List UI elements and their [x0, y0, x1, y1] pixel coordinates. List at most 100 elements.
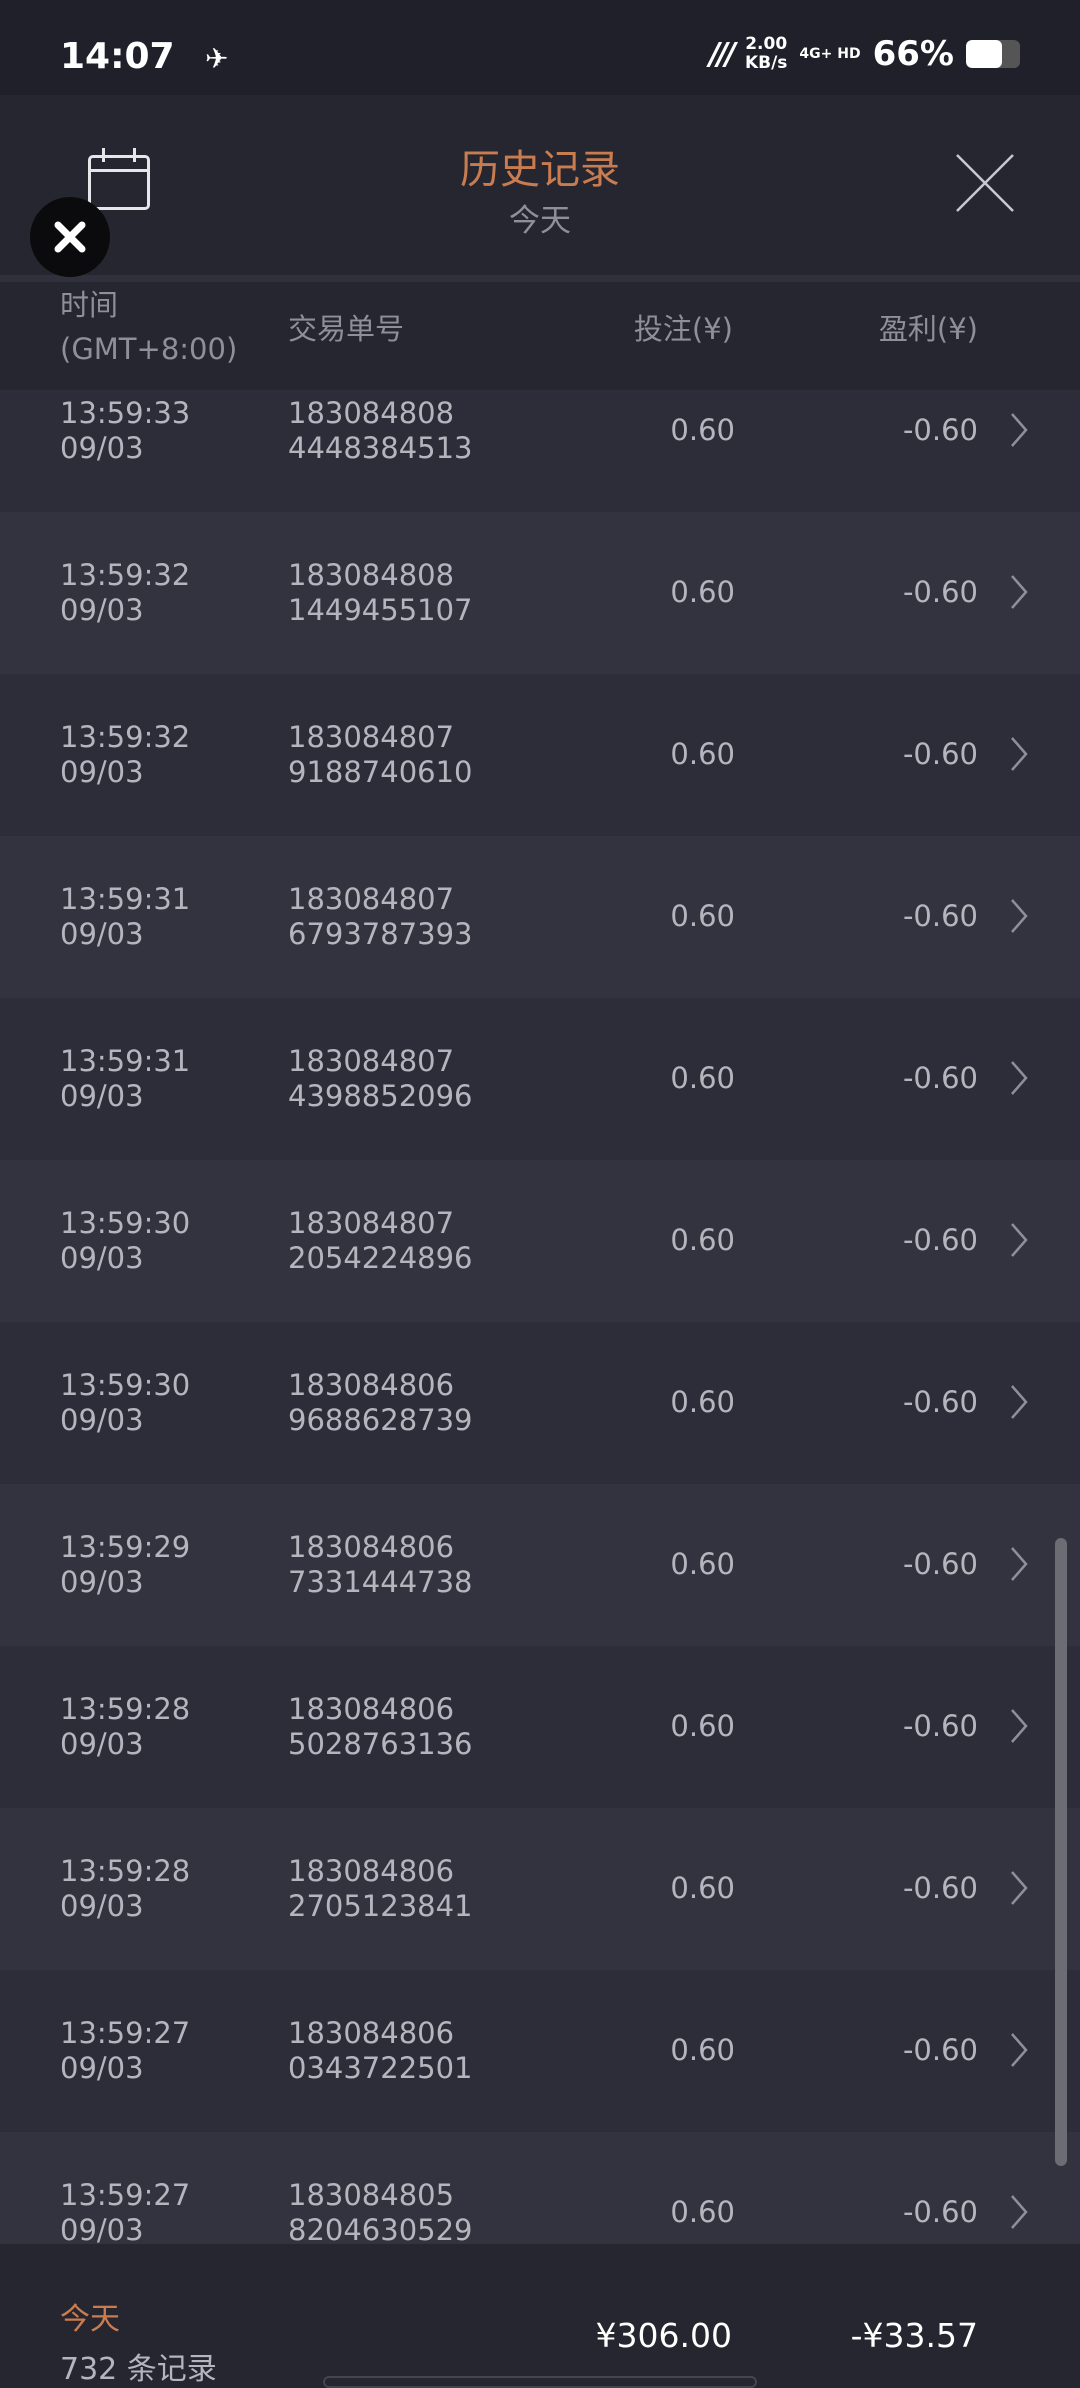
table-row[interactable]: 13:59:32 09/03 183084807 9188740610 0.60 -0.6… [0, 674, 1080, 836]
row-time-value: 13:59:30 [60, 1206, 191, 1240]
row-order-part2: 2705123841 [288, 1889, 473, 1923]
column-header: 时间 (GMT+8:00) 交易单号 投注(¥) 盈利(¥) [0, 282, 1080, 390]
table-row[interactable]: 13:59:27 09/03 183084805 8204630529 0.60 -0.6… [0, 2132, 1080, 2244]
row-bet: 0.60 [670, 1223, 735, 1257]
summary-footer: 今天 732 条记录 ¥306.00 -¥33.57 [0, 2244, 1080, 2388]
row-order-id: 183084808 1449455107 [288, 558, 473, 628]
row-date: 09/03 [60, 1241, 144, 1275]
row-bet: 0.60 [670, 1871, 735, 1905]
scrollbar[interactable] [1055, 1538, 1067, 2166]
chevron-right-icon[interactable] [1008, 2030, 1032, 2070]
net-speed-value: 2.00 [745, 34, 788, 54]
chevron-right-icon[interactable] [1008, 1868, 1032, 1908]
chevron-right-icon[interactable] [1008, 1058, 1032, 1098]
row-order-id: 183084808 4448384513 [288, 396, 473, 466]
row-date: 09/03 [60, 1079, 144, 1113]
page-subtitle[interactable]: 今天 [509, 203, 571, 239]
notification-icon: ✈ [205, 42, 229, 75]
row-time: 13:59:29 09/03 [60, 1530, 190, 1600]
table-row[interactable]: 13:59:28 09/03 183084806 5028763136 0.60 -0.6… [0, 1646, 1080, 1808]
chevron-right-icon[interactable] [1008, 896, 1032, 936]
row-order-part2: 5028763136 [288, 1727, 473, 1761]
calendar-icon[interactable] [88, 148, 150, 210]
row-order-id: 183084805 8204630529 [288, 2178, 473, 2244]
row-time-value: 13:59:27 [60, 2016, 191, 2050]
table-row[interactable]: 13:59:30 09/03 183084807 2054224896 0.60 -0.6… [0, 1160, 1080, 1322]
row-date: 09/03 [60, 1889, 144, 1923]
row-order-id: 183084807 9188740610 [288, 720, 473, 790]
table-row[interactable]: 13:59:31 09/03 183084807 6793787393 0.60 -0.6… [0, 836, 1080, 998]
row-order-part2: 8204630529 [288, 2213, 473, 2244]
row-time-value: 13:59:31 [60, 882, 191, 916]
table-row[interactable]: 13:59:32 09/03 183084808 1449455107 0.60 -0.6… [0, 512, 1080, 674]
table-row[interactable]: 13:59:30 09/03 183084806 9688628739 0.60 -0.6… [0, 1322, 1080, 1484]
row-order-part2: 7331444738 [288, 1565, 473, 1599]
row-order-part1: 183084807 [288, 882, 455, 916]
table-row[interactable]: 13:59:29 09/03 183084806 7331444738 0.60 -0.6… [0, 1484, 1080, 1646]
row-profit: -0.60 [902, 899, 978, 933]
row-date: 09/03 [60, 2213, 144, 2244]
chevron-right-icon[interactable] [1008, 572, 1032, 612]
row-time-value: 13:59:33 [60, 396, 191, 430]
total-bet: ¥306.00 [595, 2316, 732, 2355]
row-order-part2: 4398852096 [288, 1079, 473, 1113]
row-date: 09/03 [60, 755, 144, 789]
chevron-right-icon[interactable] [1008, 1706, 1032, 1746]
row-date: 09/03 [60, 431, 144, 465]
row-time: 13:59:30 09/03 [60, 1206, 190, 1276]
chevron-right-icon[interactable] [1008, 1544, 1032, 1584]
chevron-right-icon[interactable] [1008, 410, 1032, 450]
chevron-right-icon[interactable] [1008, 1382, 1032, 1422]
row-time-value: 13:59:30 [60, 1368, 191, 1402]
close-icon[interactable] [955, 153, 1015, 213]
table-row[interactable]: 13:59:27 09/03 183084806 0343722501 0.60 -0.6… [0, 1970, 1080, 2132]
row-profit: -0.60 [902, 1547, 978, 1581]
row-date: 09/03 [60, 2051, 144, 2085]
total-profit: -¥33.57 [850, 2316, 978, 2355]
battery-icon [966, 40, 1020, 68]
row-time: 13:59:33 09/03 [60, 396, 190, 466]
row-time: 13:59:27 09/03 [60, 2178, 190, 2244]
row-profit: -0.60 [902, 1385, 978, 1419]
row-order-part1: 183084806 [288, 1368, 455, 1402]
row-time: 13:59:32 09/03 [60, 720, 190, 790]
row-bet: 0.60 [670, 1547, 735, 1581]
row-order-part1: 183084807 [288, 1044, 455, 1078]
floating-close-button[interactable] [30, 197, 110, 277]
row-date: 09/03 [60, 1727, 144, 1761]
row-bet: 0.60 [670, 575, 735, 609]
table-row[interactable]: 13:59:31 09/03 183084807 4398852096 0.60 -0.6… [0, 998, 1080, 1160]
signal-icon: 4G+ HD [799, 46, 861, 62]
row-time-value: 13:59:32 [60, 558, 191, 592]
home-indicator[interactable] [323, 2376, 757, 2388]
status-right: /// 2.00 KB/s 4G+ HD 66% [709, 34, 1020, 74]
chevron-right-icon[interactable] [1008, 2192, 1032, 2232]
row-profit: -0.60 [902, 1061, 978, 1095]
row-profit: -0.60 [902, 413, 978, 447]
table-row[interactable]: 13:59:28 09/03 183084806 2705123841 0.60 -0.6… [0, 1808, 1080, 1970]
row-order-part1: 183084805 [288, 2178, 455, 2212]
battery-percent: 66% [872, 34, 954, 74]
row-time: 13:59:28 09/03 [60, 1854, 190, 1924]
row-profit: -0.60 [902, 2195, 978, 2229]
records-list[interactable]: 13:59:33 09/03 183084808 4448384513 0.60 -0.6… [0, 350, 1080, 2244]
row-order-id: 183084806 2705123841 [288, 1854, 473, 1924]
row-order-id: 183084807 4398852096 [288, 1044, 473, 1114]
row-bet: 0.60 [670, 737, 735, 771]
row-order-id: 183084806 0343722501 [288, 2016, 473, 2086]
row-profit: -0.60 [902, 1871, 978, 1905]
chevron-right-icon[interactable] [1008, 1220, 1032, 1260]
row-time-value: 13:59:28 [60, 1692, 191, 1726]
chevron-right-icon[interactable] [1008, 734, 1032, 774]
row-order-id: 183084806 9688628739 [288, 1368, 473, 1438]
row-time: 13:59:27 09/03 [60, 2016, 190, 2086]
status-bar: 14:07 ✈ /// 2.00 KB/s 4G+ HD 66% [0, 0, 1080, 95]
row-order-part1: 183084807 [288, 1206, 455, 1240]
row-profit: -0.60 [902, 2033, 978, 2067]
row-time-value: 13:59:28 [60, 1854, 191, 1888]
col-timezone: (GMT+8:00) [60, 332, 238, 366]
row-time: 13:59:30 09/03 [60, 1368, 190, 1438]
row-order-part2: 2054224896 [288, 1241, 473, 1275]
row-bet: 0.60 [670, 413, 735, 447]
net-speed: 2.00 KB/s [745, 35, 787, 73]
